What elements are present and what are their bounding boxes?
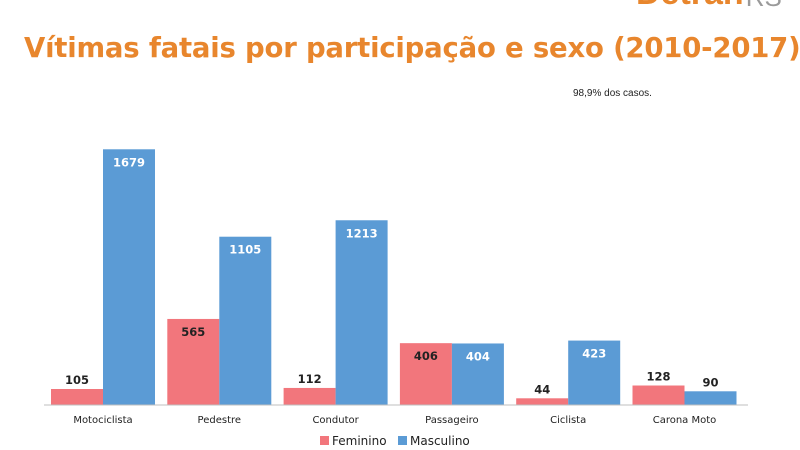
bar-feminino	[516, 398, 569, 405]
data-label-masculino: 90	[702, 375, 718, 389]
bar-masculino	[219, 236, 272, 405]
data-label-feminino: 565	[181, 325, 205, 339]
category-label: Carona Moto	[653, 415, 717, 426]
bar-masculino	[103, 149, 155, 405]
legend-label-feminino: Feminino	[332, 434, 387, 448]
bar-feminino	[632, 385, 685, 405]
data-label-feminino: 105	[65, 373, 89, 387]
data-label-feminino: 112	[298, 372, 322, 386]
bar-feminino	[283, 387, 336, 405]
logo-main-text: Detran	[636, 0, 744, 10]
bar-masculino	[568, 340, 621, 405]
data-label-feminino: 128	[646, 370, 670, 384]
bar-masculino	[451, 343, 504, 405]
data-label-masculino: 1105	[229, 243, 261, 257]
footnote-text: 98,9% dos casos.	[573, 88, 652, 99]
data-label-masculino: 423	[582, 347, 606, 361]
bar-feminino	[167, 318, 220, 405]
data-label-feminino: 44	[534, 382, 550, 396]
bar-feminino	[51, 389, 103, 405]
category-label: Motociclista	[73, 415, 132, 426]
category-label: Pedestre	[198, 415, 242, 426]
chart-title: Vítimas fatais por participação e sexo (…	[24, 32, 800, 64]
data-label-feminino: 406	[414, 349, 438, 363]
bar-feminino	[399, 343, 452, 405]
data-label-masculino: 1213	[346, 226, 378, 240]
data-label-masculino: 404	[466, 349, 490, 363]
category-label: Ciclista	[550, 415, 586, 426]
bar-masculino	[684, 391, 737, 405]
legend-swatch-feminino	[320, 436, 329, 445]
detran-logo: Detran RS	[636, 0, 782, 10]
legend-swatch-masculino	[398, 436, 407, 445]
bar-masculino	[335, 220, 388, 405]
category-label: Passageiro	[425, 415, 479, 426]
legend-label-masculino: Masculino	[410, 434, 470, 448]
data-label-masculino: 1679	[113, 155, 145, 169]
category-label: Condutor	[312, 415, 359, 426]
logo-sub-text: RS	[746, 0, 782, 10]
